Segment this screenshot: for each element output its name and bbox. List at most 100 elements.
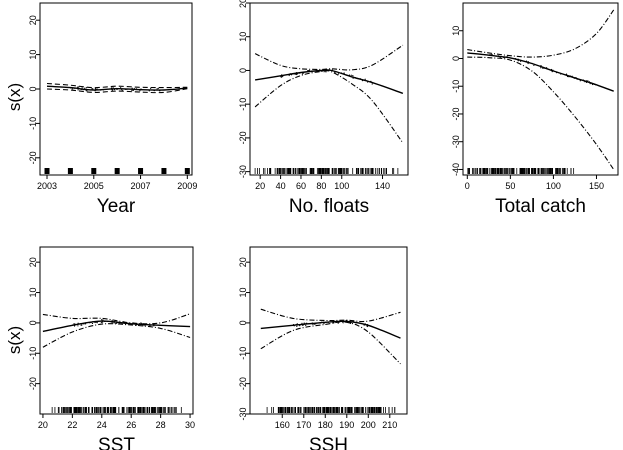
- residual-point: [309, 70, 312, 73]
- residual-point: [491, 53, 493, 56]
- panel-floats: -30 -20 -10 0 10 20 20 40 60 80 100 140 No. floats: [238, 0, 409, 217]
- residual-point: [111, 321, 113, 323]
- plot-frame: [39, 246, 194, 415]
- residual-point: [77, 325, 79, 327]
- x-tick-label: 2007: [131, 181, 151, 191]
- residual-point: [352, 320, 354, 323]
- series-line-solid: [42, 320, 191, 333]
- residual-point: [550, 68, 553, 71]
- residual-point: [344, 321, 346, 323]
- residual-point: [308, 70, 311, 72]
- residual-point: [591, 83, 594, 86]
- residual-point: [361, 80, 364, 82]
- residual-point: [111, 320, 113, 322]
- x-axis-title: Year: [97, 196, 136, 217]
- residual-point: [118, 321, 120, 324]
- residual-point: [124, 88, 126, 90]
- residual-point: [82, 89, 84, 91]
- residual-point: [113, 89, 116, 91]
- residual-point: [120, 87, 122, 89]
- y-tick-label: -20: [28, 151, 38, 164]
- residual-point: [302, 324, 304, 326]
- residual-point: [556, 72, 558, 74]
- residual-point: [490, 53, 492, 56]
- residual-point: [359, 78, 361, 80]
- residual-point: [342, 322, 344, 324]
- y-tick-label: -20: [238, 377, 248, 390]
- residual-point: [324, 70, 326, 72]
- residual-point: [343, 72, 345, 74]
- residual-point: [540, 65, 542, 67]
- residual-point: [363, 323, 365, 325]
- rug-mark: [114, 168, 120, 174]
- residual-point: [349, 322, 351, 324]
- residual-point: [153, 323, 155, 326]
- y-tick-label: 10: [451, 26, 461, 36]
- residual-point: [531, 62, 533, 65]
- residual-point: [546, 67, 548, 70]
- y-tick-label: 0: [238, 68, 248, 73]
- y-tick-label: 0: [451, 56, 461, 61]
- residual-point: [295, 323, 297, 326]
- residual-point: [79, 323, 81, 325]
- residual-point: [115, 87, 117, 90]
- y-tick-label: -40: [451, 163, 461, 176]
- x-tick-label: 40: [276, 181, 286, 191]
- residual-point: [290, 73, 292, 75]
- x-tick-label: 30: [185, 420, 195, 430]
- rug-mark: [44, 168, 50, 174]
- ylabel-top-row: s(x): [5, 83, 24, 111]
- residual-point: [125, 322, 127, 324]
- rug-mark: [138, 168, 144, 174]
- residual-point: [319, 322, 321, 324]
- residual-point: [81, 87, 83, 89]
- residual-point: [136, 324, 138, 326]
- residual-point: [126, 88, 128, 90]
- y-tick-label: -10: [451, 80, 461, 93]
- series-line-dotdash: [42, 323, 191, 348]
- x-axis-title: No. floats: [289, 196, 369, 217]
- residual-point: [364, 323, 366, 325]
- residual-point: [106, 320, 108, 322]
- residual-point: [352, 75, 354, 77]
- residual-point: [320, 70, 322, 72]
- residual-point: [366, 324, 369, 326]
- y-tick-label: -10: [28, 347, 38, 360]
- x-tick-label: 180: [318, 420, 333, 430]
- x-tick-label: 22: [67, 420, 77, 430]
- residual-point: [153, 325, 155, 327]
- residual-point: [517, 58, 519, 60]
- residual-point: [346, 74, 348, 76]
- x-tick-label: 170: [296, 420, 311, 430]
- residual-point: [288, 73, 290, 76]
- residual-point: [131, 90, 133, 92]
- residual-point: [325, 71, 327, 73]
- residual-point: [113, 322, 115, 324]
- residual-point: [120, 88, 123, 90]
- residual-point: [293, 325, 295, 327]
- residual-point: [345, 319, 347, 322]
- residual-point: [371, 83, 373, 85]
- residual-point: [594, 84, 597, 86]
- residual-point: [299, 72, 301, 74]
- residual-point: [91, 88, 93, 90]
- residual-point: [542, 67, 544, 69]
- residual-point: [334, 72, 336, 74]
- x-tick-label: 150: [589, 181, 604, 191]
- residual-point: [114, 320, 116, 323]
- series-line-solid: [467, 52, 614, 92]
- residual-point: [367, 81, 369, 83]
- residual-point: [104, 320, 106, 322]
- residual-point: [91, 322, 94, 325]
- residual-point: [586, 80, 588, 82]
- residual-point: [98, 320, 100, 322]
- residual-point: [311, 322, 313, 324]
- residual-point: [77, 86, 79, 88]
- plot-frame: [462, 2, 619, 176]
- x-tick-label: 200: [361, 420, 376, 430]
- residual-point: [118, 323, 121, 325]
- residual-point: [139, 90, 141, 92]
- residual-point: [102, 89, 104, 91]
- y-tick-label: -10: [238, 98, 248, 111]
- residual-point: [499, 57, 501, 59]
